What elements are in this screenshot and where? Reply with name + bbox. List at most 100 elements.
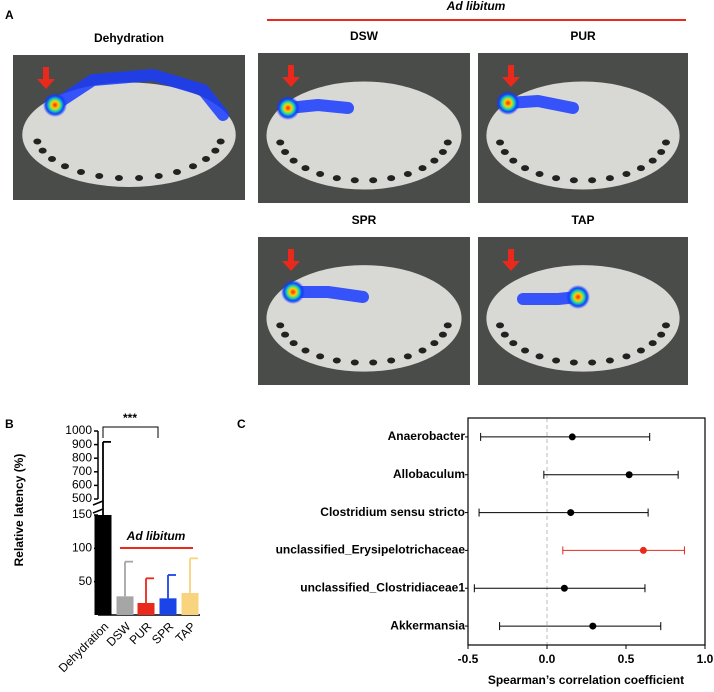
y-tick-label: 1000 xyxy=(65,423,92,437)
hole xyxy=(622,353,631,360)
hole xyxy=(648,340,657,347)
x-tick-label: -0.5 xyxy=(458,652,479,666)
hole xyxy=(657,331,666,338)
point xyxy=(560,584,568,592)
bar xyxy=(137,603,155,615)
x-tick-label: 0.0 xyxy=(539,652,556,666)
axis-break xyxy=(92,508,104,514)
y-tick-label: 150 xyxy=(72,507,92,521)
hole xyxy=(443,322,452,329)
point xyxy=(589,622,597,630)
hole xyxy=(202,156,211,163)
plot-frame xyxy=(467,417,706,646)
y-tick-label: 100 xyxy=(72,541,92,555)
y-axis-label: Relative latency (%) xyxy=(12,454,26,567)
hole xyxy=(289,157,298,164)
hole xyxy=(569,359,578,366)
hole xyxy=(95,172,104,179)
hole xyxy=(276,139,285,146)
x-tick-label: TAP xyxy=(173,619,199,645)
hole xyxy=(135,174,144,181)
hole xyxy=(636,165,645,172)
heat-trail xyxy=(49,69,229,121)
hole xyxy=(316,353,325,360)
hole xyxy=(418,165,427,172)
hole xyxy=(657,148,666,155)
category-label: Anaerobacter xyxy=(388,429,466,443)
bar xyxy=(116,596,134,615)
heat-spot xyxy=(281,280,305,304)
hole xyxy=(350,359,359,366)
hole xyxy=(443,139,452,146)
group-label: Ad libitum xyxy=(446,0,506,13)
hole xyxy=(76,168,85,175)
hole xyxy=(332,357,341,364)
image-title: Dehydration xyxy=(94,31,164,45)
hole xyxy=(316,171,325,178)
x-tick-label: 1.0 xyxy=(697,652,714,666)
hole xyxy=(552,357,561,364)
significance-bracket xyxy=(102,426,159,438)
panel-label: A xyxy=(5,8,14,22)
y-tick-label: 800 xyxy=(72,450,92,464)
arrow xyxy=(37,67,55,89)
x-tick-label: 0.5 xyxy=(618,652,635,666)
category-label: Clostridium sensu stricto xyxy=(320,505,465,519)
hole xyxy=(332,175,341,182)
hole xyxy=(369,177,378,184)
hole xyxy=(552,175,561,182)
hole xyxy=(281,331,290,338)
hole xyxy=(47,156,56,163)
panel-label: B xyxy=(5,417,14,431)
hole xyxy=(569,177,578,184)
hole xyxy=(521,165,530,172)
hole xyxy=(216,138,225,145)
hole xyxy=(648,157,657,164)
y-tick-label: 900 xyxy=(72,437,92,451)
hole xyxy=(60,163,69,170)
point xyxy=(568,433,576,441)
hole xyxy=(369,359,378,366)
hole xyxy=(661,322,670,329)
hole xyxy=(276,322,285,329)
hole xyxy=(605,175,614,182)
y-tick-label: 50 xyxy=(79,574,93,588)
hole xyxy=(605,357,614,364)
significance-label: *** xyxy=(123,411,137,425)
hole xyxy=(430,157,439,164)
hole xyxy=(154,172,163,179)
image-title: TAP xyxy=(571,213,594,227)
category-label: Akkermansia xyxy=(390,618,465,632)
bar xyxy=(181,593,199,615)
hole xyxy=(301,347,310,354)
hole xyxy=(496,139,505,146)
hole xyxy=(289,340,298,347)
hole xyxy=(509,340,518,347)
hole xyxy=(33,138,42,145)
hole xyxy=(500,148,509,155)
panel-label: C xyxy=(237,417,246,431)
x-axis-label: Spearman’s correlation coefficient xyxy=(488,673,684,687)
arrow xyxy=(282,65,300,87)
heat-spot xyxy=(276,96,300,120)
hole xyxy=(588,177,597,184)
hole xyxy=(38,147,47,154)
y-tick-label: 600 xyxy=(72,478,92,492)
hole xyxy=(535,353,544,360)
category-label: unclassified_Clostridiaceae1 xyxy=(300,580,465,594)
category-label: Allobaculum xyxy=(393,467,465,481)
platform xyxy=(22,82,236,187)
hole xyxy=(173,168,182,175)
image-title: DSW xyxy=(350,29,379,43)
platform xyxy=(486,265,680,372)
hole xyxy=(588,359,597,366)
heat-spot xyxy=(43,93,67,117)
hole xyxy=(281,148,290,155)
hole xyxy=(496,322,505,329)
category-label: unclassified_Erysipelotrichaceae xyxy=(276,543,466,557)
group-label: Ad libitum xyxy=(126,529,186,543)
hole xyxy=(211,147,220,154)
hole xyxy=(418,347,427,354)
hole xyxy=(114,174,123,181)
